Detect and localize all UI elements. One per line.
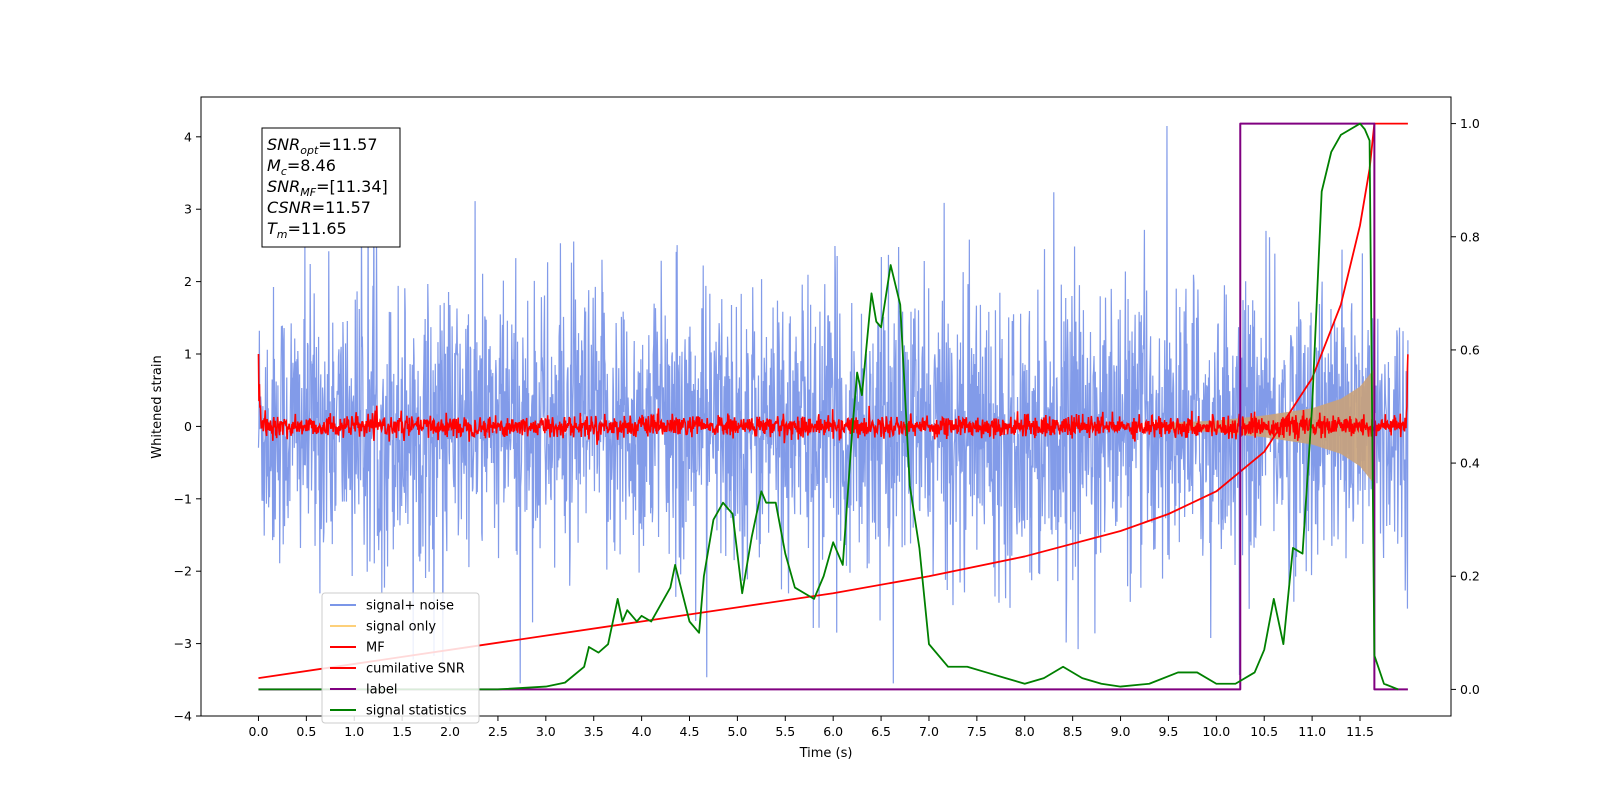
y-tick-label: 3	[184, 202, 192, 217]
x-tick-label: 0.0	[249, 724, 269, 739]
x-tick-label: 10.0	[1202, 724, 1230, 739]
series-cumulative-snr	[258, 122, 1408, 679]
series-mf	[257, 354, 1409, 445]
y2-tick-label: 0.8	[1460, 229, 1480, 244]
x-tick-label: 8.5	[1063, 724, 1083, 739]
legend-label: signal statistics	[366, 704, 467, 719]
plot-data-layer	[257, 122, 1409, 691]
x-tick-label: 11.0	[1298, 724, 1326, 739]
legend-label: signal+ noise	[366, 599, 454, 614]
y-axis-left: −4 −3 −2 −1 0 1 2 3 4	[174, 129, 201, 724]
x-axis: 0.0 0.5 1.0 1.5 2.0 2.5 3.0 3.5 4.0 4.5 5.0 5.5 6.0 6…	[249, 716, 1374, 739]
x-tick-label: 1.0	[344, 724, 364, 739]
legend-label: MF	[366, 641, 385, 656]
y2-tick-label: 0.4	[1460, 456, 1480, 471]
x-tick-label: 8.0	[1015, 724, 1035, 739]
y2-tick-label: 0.6	[1460, 342, 1480, 357]
info-snr-mf: SNRMF=[11.34]	[267, 177, 388, 199]
y-tick-label: −4	[174, 709, 192, 724]
y-tick-label: 4	[184, 129, 192, 144]
y2-tick-label: 1.0	[1460, 116, 1480, 131]
legend: signal+ noise signal only MF cumilative SNR…	[321, 592, 480, 724]
y-tick-label: −3	[174, 636, 192, 651]
x-tick-label: 10.5	[1250, 724, 1278, 739]
y2-tick-label: 0.0	[1460, 682, 1480, 697]
series-signal-statistics	[258, 122, 1399, 691]
y-tick-label: −2	[174, 564, 192, 579]
y-tick-label: 0	[184, 419, 192, 434]
legend-label: signal only	[366, 620, 436, 635]
x-tick-label: 4.0	[632, 724, 652, 739]
x-tick-label: 11.5	[1346, 724, 1374, 739]
x-tick-label: 3.5	[584, 724, 604, 739]
y-tick-label: 1	[184, 347, 192, 362]
x-tick-label: 2.5	[488, 724, 508, 739]
x-tick-label: 5.5	[775, 724, 795, 739]
x-tick-label: 3.0	[536, 724, 556, 739]
info-csnr: CSNR=11.57	[267, 198, 371, 217]
x-axis-label: Time (s)	[799, 746, 853, 761]
y2-tick-label: 0.2	[1460, 569, 1480, 584]
info-snr-opt: SNRopt=11.57	[267, 135, 378, 157]
legend-label: cumilative SNR	[366, 662, 465, 677]
info-box: SNRopt=11.57 Mc=8.46 SNRMF=[11.34] CSNR=…	[261, 127, 401, 248]
x-tick-label: 9.0	[1111, 724, 1131, 739]
x-tick-label: 7.5	[967, 724, 987, 739]
x-tick-label: 4.5	[680, 724, 700, 739]
x-tick-label: 7.0	[919, 724, 939, 739]
y-tick-label: −1	[174, 491, 192, 506]
x-tick-label: 2.0	[440, 724, 460, 739]
x-tick-label: 6.0	[823, 724, 843, 739]
y-tick-label: 2	[184, 274, 192, 289]
x-tick-label: 0.5	[296, 724, 316, 739]
y-axis-right: 0.0 0.2 0.4 0.6 0.8 1.0	[1451, 116, 1480, 697]
x-tick-label: 9.5	[1158, 724, 1178, 739]
legend-label: label	[366, 683, 397, 698]
x-tick-label: 5.0	[727, 724, 747, 739]
series-label	[258, 122, 1408, 691]
info-box-frame	[261, 127, 401, 248]
info-tm: Tm=11.65	[267, 219, 347, 241]
y-axis-label: Whitened strain	[150, 355, 165, 458]
plot-frame	[200, 96, 1452, 717]
x-tick-label: 6.5	[871, 724, 891, 739]
legend-frame	[321, 592, 480, 724]
info-mc: Mc=8.46	[267, 156, 336, 178]
x-tick-label: 1.5	[392, 724, 412, 739]
